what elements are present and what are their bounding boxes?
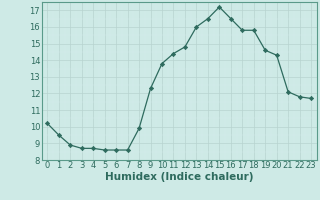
X-axis label: Humidex (Indice chaleur): Humidex (Indice chaleur): [105, 172, 253, 182]
